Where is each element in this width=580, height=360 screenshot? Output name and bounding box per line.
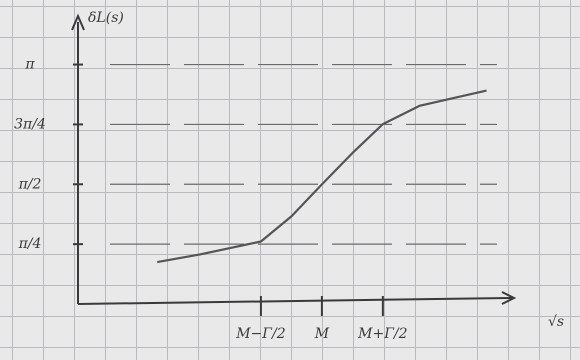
y-tick-label: 3π/4 [14,116,46,132]
chart: δL(s) √s π/4 π/2 3π/4 π M−Γ/2 M M+Γ/2 [0,0,580,360]
y-tick-label: π [24,57,35,73]
x-tick-label: M+Γ/2 [357,326,407,342]
y-tick-label: π/4 [18,236,42,252]
y-axis-label: δL(s) [88,10,124,26]
x-tick-label: M−Γ/2 [235,326,285,342]
x-tick-label: M [314,326,330,342]
curve [157,91,486,262]
x-axis-label: √s [548,314,564,330]
page: δL(s) √s π/4π/23π/4πM−Γ/2MM+Γ/2 (() => {… [0,0,580,360]
y-tick-label: π/2 [18,176,42,192]
x-axis [78,298,512,304]
